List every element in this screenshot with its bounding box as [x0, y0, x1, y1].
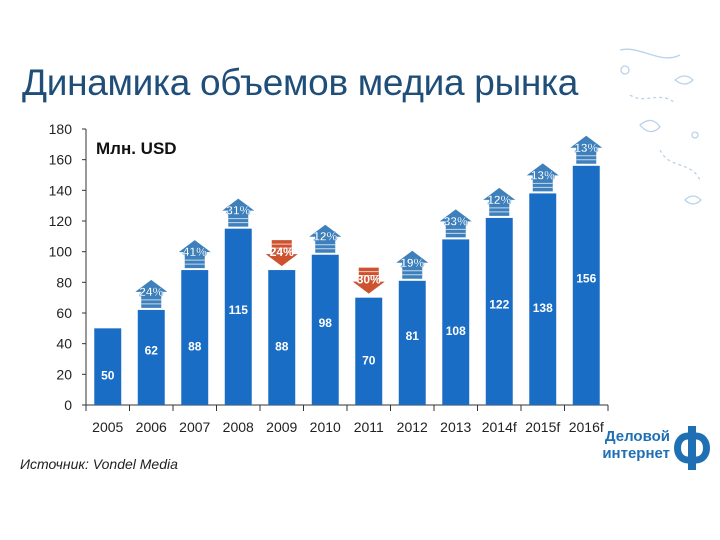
growth-up-arrow: 19%	[396, 250, 429, 279]
bar-value-label: 138	[533, 301, 553, 315]
x-tick-label: 2006	[136, 419, 167, 435]
bar	[94, 328, 122, 405]
bar	[355, 297, 383, 405]
y-tick-label: 120	[49, 213, 73, 229]
x-tick-label: 2016f	[569, 419, 604, 435]
bar-value-label: 156	[576, 271, 596, 285]
bar	[181, 270, 209, 405]
y-tick-label: 80	[56, 274, 72, 290]
bar	[572, 165, 600, 405]
x-tick-label: 2010	[310, 419, 341, 435]
x-tick-label: 2009	[266, 419, 297, 435]
growth-label: 13%	[574, 141, 598, 155]
unit-label: Млн. USD	[96, 139, 177, 158]
growth-label: 24%	[270, 245, 294, 259]
bar	[442, 239, 470, 405]
bar-value-label: 108	[446, 324, 466, 338]
x-tick-label: 2008	[223, 419, 254, 435]
page-title: Динамика объемов медиа рынка	[22, 62, 578, 103]
bar-value-label: 98	[319, 316, 333, 330]
y-tick-label: 60	[56, 305, 72, 321]
growth-up-arrow: 33%	[439, 209, 472, 238]
bar-value-label: 70	[362, 353, 376, 367]
x-tick-label: 2007	[179, 419, 210, 435]
x-tick-label: 2012	[397, 419, 428, 435]
x-tick-label: 2015f	[525, 419, 560, 435]
bar	[311, 254, 339, 405]
y-tick-label: 160	[49, 152, 73, 168]
bar	[485, 217, 513, 405]
source-note: Источник: Vondel Media	[20, 456, 178, 472]
bar	[529, 193, 557, 405]
growth-label: 19%	[400, 256, 424, 270]
bar-value-label: 81	[406, 329, 420, 343]
growth-up-arrow: 13%	[570, 135, 603, 164]
y-tick-label: 40	[56, 336, 72, 352]
company-logo: Деловой интернет	[596, 424, 716, 474]
growth-label: 41%	[183, 245, 207, 259]
growth-down-arrow: 30%	[352, 267, 385, 294]
growth-up-arrow: 12%	[483, 187, 516, 216]
y-tick-label: 0	[64, 397, 72, 413]
y-tick-label: 180	[49, 121, 73, 137]
bar-value-label: 62	[145, 343, 159, 357]
bar-chart: 0 20 40 60 80 100 120 140 160 180 2005 50 2006 62 200…	[49, 121, 609, 435]
bar	[268, 270, 296, 405]
y-tick-label: 20	[56, 366, 72, 382]
bar-value-label: 88	[188, 340, 202, 354]
growth-label: 24%	[139, 285, 163, 299]
bar-value-label: 50	[101, 369, 115, 383]
logo-line2: интернет	[602, 445, 670, 462]
y-tick-label: 100	[49, 244, 73, 260]
x-tick-label: 2005	[92, 419, 123, 435]
logo-line1: Деловой	[604, 428, 670, 445]
growth-label: 33%	[444, 214, 468, 228]
decorative-doodles	[619, 48, 702, 205]
bar-value-label: 122	[489, 297, 509, 311]
growth-label: 12%	[313, 230, 337, 244]
growth-label: 31%	[226, 204, 250, 218]
y-tick-label: 140	[49, 182, 73, 198]
growth-up-arrow: 41%	[178, 240, 211, 269]
bar	[137, 309, 165, 405]
growth-up-arrow: 24%	[135, 279, 168, 308]
growth-label: 13%	[531, 168, 555, 182]
x-tick-label: 2014f	[482, 419, 517, 435]
x-tick-label: 2011	[354, 419, 384, 435]
growth-label: 12%	[487, 193, 511, 207]
growth-label: 30%	[357, 273, 381, 287]
growth-up-arrow: 31%	[222, 198, 255, 227]
growth-down-arrow: 24%	[265, 240, 298, 267]
bar-value-label: 88	[275, 340, 289, 354]
growth-up-arrow: 12%	[309, 224, 342, 253]
x-tick-label: 2013	[440, 419, 471, 435]
bar	[398, 280, 426, 405]
bar-value-label: 115	[229, 303, 249, 317]
logo-icon	[674, 426, 710, 470]
growth-up-arrow: 13%	[526, 163, 559, 192]
bar	[224, 228, 252, 405]
